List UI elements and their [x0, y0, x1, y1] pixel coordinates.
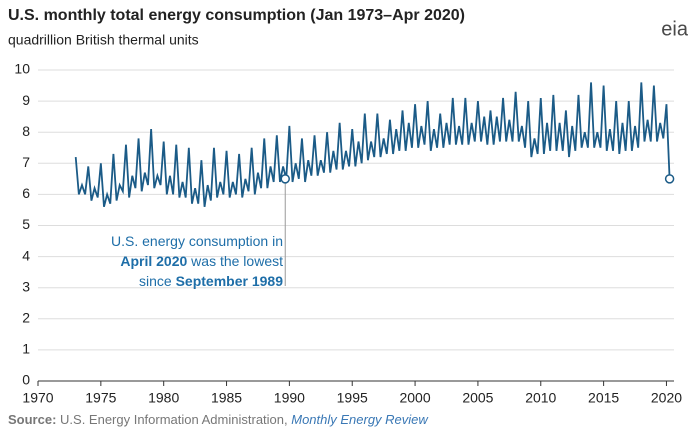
x-tick-label: 1990 — [274, 390, 305, 406]
y-tick-label: 1 — [22, 341, 30, 357]
y-tick-label: 5 — [22, 216, 30, 232]
y-tick-label: 0 — [22, 372, 30, 388]
y-tick-label: 6 — [22, 185, 30, 201]
y-tick-label: 4 — [22, 247, 30, 263]
annotation-bold: September 1989 — [176, 273, 284, 289]
annotation-line: since — [139, 273, 176, 289]
annotation-bold: April 2020 — [120, 253, 187, 269]
annotation-line: U.S. energy consumption in — [111, 233, 283, 249]
highlight-point — [280, 174, 290, 184]
annotation: April 2020 was the lowest — [120, 253, 283, 269]
logo: eia — [661, 18, 689, 40]
x-tick-label: 1995 — [337, 390, 368, 406]
x-tick-label: 1980 — [148, 390, 179, 406]
source-text: U.S. Energy Information Administration, — [56, 412, 291, 427]
annotation: since September 1989 — [139, 273, 283, 289]
x-tick-label: 1975 — [85, 390, 116, 406]
x-tick-label: 2010 — [525, 390, 556, 406]
x-tick-label: 1985 — [211, 390, 242, 406]
data-line — [74, 82, 671, 208]
y-tick-label: 8 — [22, 123, 30, 139]
x-tick-label: 2015 — [588, 390, 619, 406]
source-label: Source: — [8, 412, 56, 427]
chart-subtitle: quadrillion British thermal units — [8, 32, 199, 48]
x-tick-label: 2020 — [651, 390, 682, 406]
y-tick-label: 3 — [22, 278, 30, 294]
source: Source: U.S. Energy Information Administ… — [8, 412, 429, 427]
x-tick-label: 1970 — [22, 390, 53, 406]
chart-title: U.S. monthly total energy consumption (J… — [8, 7, 465, 24]
y-tick-label: 7 — [22, 154, 30, 170]
y-tick-label: 2 — [22, 310, 30, 326]
x-tick-label: 2005 — [462, 390, 493, 406]
highlight-point — [664, 174, 675, 184]
annotation: U.S. energy consumption in — [111, 233, 283, 249]
source-link[interactable]: Monthly Energy Review — [291, 412, 429, 427]
x-tick-label: 2000 — [399, 390, 430, 406]
y-tick-label: 9 — [22, 92, 30, 108]
y-tick-label: 10 — [14, 61, 30, 77]
annotation-line: was the lowest — [187, 253, 283, 269]
